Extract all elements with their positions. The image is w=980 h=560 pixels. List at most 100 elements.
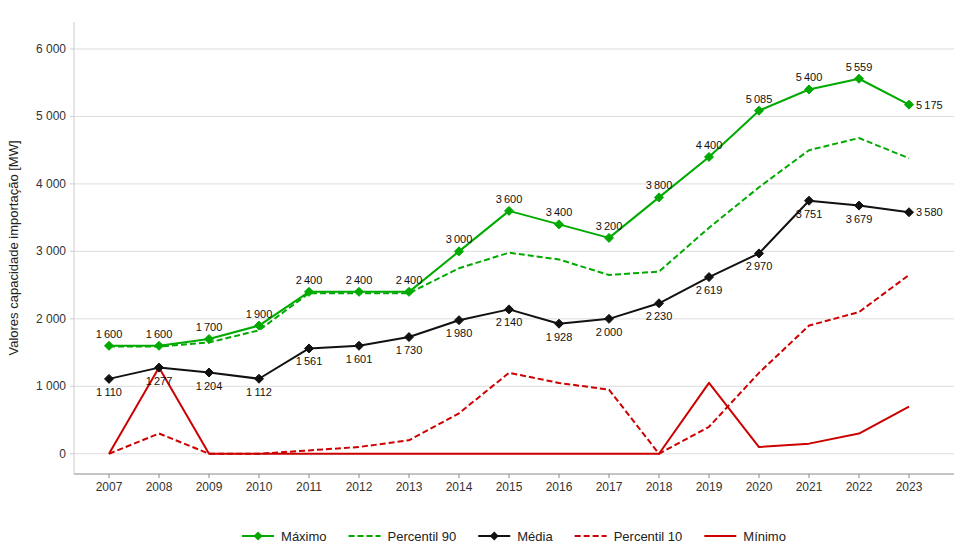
point	[705, 152, 714, 161]
x-tick	[659, 474, 660, 478]
data-label: 3 200	[596, 220, 623, 232]
data-label: 1 277	[146, 375, 173, 387]
data-label: 2 619	[696, 284, 723, 296]
x-tick	[609, 474, 610, 478]
data-label: 1 110	[96, 386, 122, 398]
point	[205, 368, 214, 377]
x-tick-label: 2009	[196, 480, 223, 494]
point	[105, 374, 114, 383]
x-tick-label: 2013	[396, 480, 423, 494]
point	[455, 247, 464, 256]
legend-label: Percentil 90	[388, 529, 457, 544]
data-label: 3 751	[796, 208, 823, 220]
point	[255, 374, 264, 383]
x-tick	[409, 474, 410, 478]
data-label: 2 400	[346, 274, 373, 286]
x-tick-label: 2011	[296, 480, 322, 494]
y-tick-label: 1 000	[36, 379, 66, 393]
grid-line	[74, 251, 954, 252]
data-label: 3 400	[546, 206, 573, 218]
point	[755, 249, 764, 258]
point	[355, 341, 364, 350]
data-label: 2 970	[746, 260, 773, 272]
x-tick-label: 2010	[246, 480, 273, 494]
series	[109, 368, 909, 454]
legend-item: Percentil 10	[575, 529, 683, 544]
y-tick	[70, 183, 74, 184]
point	[505, 206, 514, 215]
legend-marker	[490, 532, 499, 541]
data-label: 1 730	[396, 344, 423, 356]
legend-swatch	[349, 535, 381, 537]
x-tick	[759, 474, 760, 478]
point	[905, 100, 914, 109]
data-label: 1 601	[346, 353, 373, 365]
series-line	[109, 275, 909, 454]
x-tick	[159, 474, 160, 478]
y-tick	[70, 116, 74, 117]
legend-item: Média	[478, 529, 553, 544]
data-label: 1 600	[146, 328, 173, 340]
x-tick-label: 2017	[596, 480, 623, 494]
grid-line	[74, 48, 954, 49]
x-tick-label: 2019	[696, 480, 723, 494]
legend: Máximo Percentil 90 Média Percentil 10 Mínim…	[242, 529, 786, 544]
legend-label: Máximo	[281, 529, 327, 544]
legend-label: Percentil 10	[614, 529, 683, 544]
x-tick-label: 2015	[496, 480, 523, 494]
y-tick	[70, 318, 74, 319]
series-line	[109, 79, 909, 346]
data-labels: 1 1101 2771 2041 1121 5611 6011 7301 980…	[96, 61, 943, 398]
point	[355, 287, 364, 296]
legend-swatch	[575, 535, 607, 537]
point	[655, 193, 664, 202]
data-label: 4 400	[696, 139, 723, 151]
data-label: 1 900	[246, 308, 273, 320]
series-line	[109, 138, 909, 346]
data-label: 1 112	[246, 386, 272, 398]
data-label: 1 980	[446, 327, 473, 339]
x-tick-label: 2020	[746, 480, 773, 494]
point	[805, 196, 814, 205]
x-tick-label: 2016	[546, 480, 573, 494]
series	[109, 275, 909, 454]
series	[105, 196, 914, 383]
data-label: 2 400	[296, 274, 323, 286]
data-label: 5 175	[916, 99, 943, 111]
x-tick	[809, 474, 810, 478]
x-tick-label: 2008	[146, 480, 173, 494]
plot-area	[105, 74, 914, 454]
x-tick-label: 2007	[96, 480, 123, 494]
data-label: 2 230	[646, 310, 673, 322]
point	[805, 85, 814, 94]
y-tick	[70, 453, 74, 454]
x-tick	[209, 474, 210, 478]
legend-label: Mínimo	[743, 529, 786, 544]
point	[755, 106, 764, 115]
legend-label: Média	[517, 529, 553, 544]
legend-item: Percentil 90	[349, 529, 457, 544]
x-tick-label: 2022	[846, 480, 873, 494]
point	[305, 287, 314, 296]
point	[905, 208, 914, 217]
grid	[74, 49, 954, 454]
y-tick	[70, 386, 74, 387]
point	[855, 201, 864, 210]
data-label: 1 204	[196, 380, 223, 392]
x-tick	[359, 474, 360, 478]
data-label: 1 700	[196, 321, 223, 333]
page: {"chart_data": { "type": "line", "x": [2…	[0, 0, 980, 560]
x-tick-label: 2014	[446, 480, 473, 494]
y-axis-line	[74, 22, 75, 474]
data-label: 2 140	[496, 316, 523, 328]
x-tick	[909, 474, 910, 478]
chart: 2007200820092010201120122013201420152016…	[0, 0, 980, 560]
y-tick-label: 6 000	[36, 42, 66, 56]
grid-line	[74, 116, 954, 117]
legend-marker	[254, 532, 263, 541]
point	[405, 287, 414, 296]
y-axis-title: Valores capacidade importação [MW]	[6, 140, 21, 355]
y-tick	[70, 48, 74, 49]
data-label: 3 800	[646, 179, 673, 191]
x-tick-label: 2018	[646, 480, 673, 494]
